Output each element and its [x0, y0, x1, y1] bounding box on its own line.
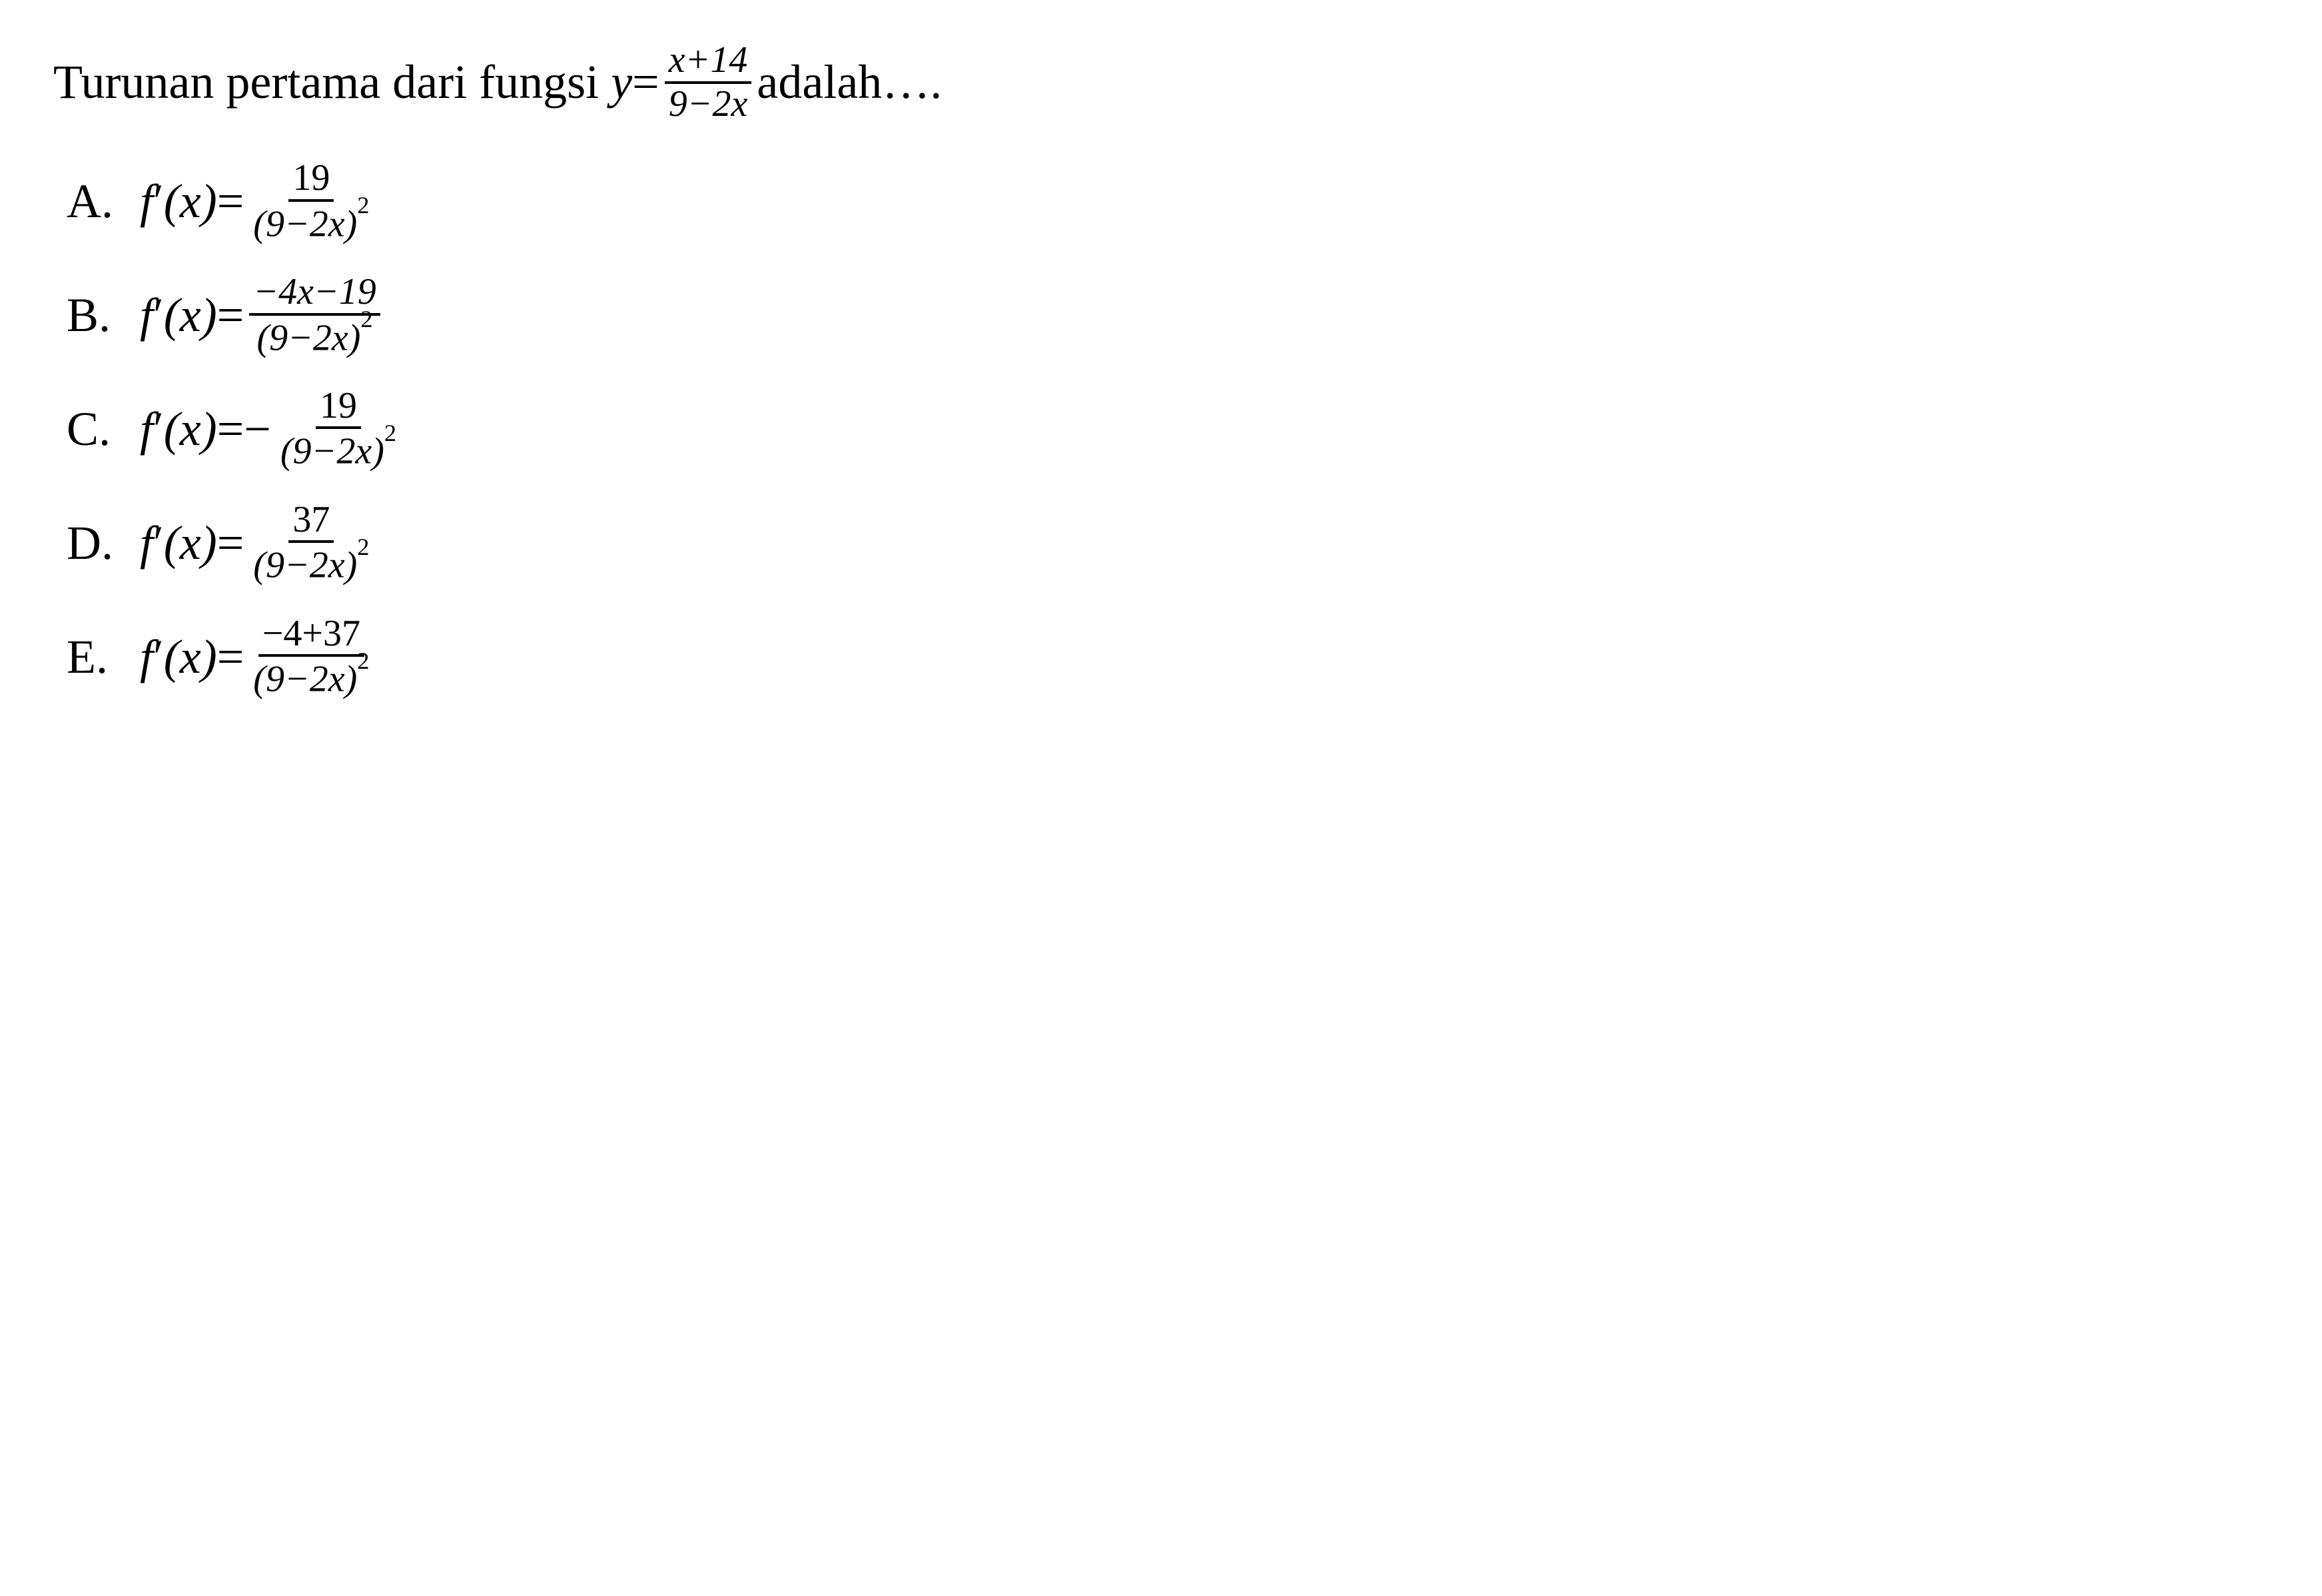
option-prime: ′ [153, 286, 164, 344]
option-arg: (x) [164, 400, 217, 458]
option-label: D. [67, 514, 120, 572]
option-func: f [140, 514, 153, 572]
option-b: B. f′(x) = −4x−19 (9−2x)2 [67, 272, 2269, 359]
question-prefix: Turunan pertama dari fungsi [53, 49, 599, 116]
option-fraction: −4+37 (9−2x)2 [249, 613, 373, 701]
option-equals: = [217, 286, 244, 344]
option-equals: = [217, 400, 244, 458]
option-a: A. f′(x) = 19 (9−2x)2 [67, 158, 2269, 245]
option-c: C. f′(x) = − 19 (9−2x)2 [67, 386, 2269, 473]
option-expression: f′(x) = 37 (9−2x)2 [140, 500, 378, 587]
option-numerator: 37 [288, 500, 334, 544]
option-denominator: (9−2x)2 [276, 429, 400, 472]
option-fraction: 37 (9−2x)2 [249, 500, 373, 587]
question-denominator: 9−2x [665, 84, 752, 125]
option-equals: = [217, 628, 244, 685]
option-expression: f′(x) = 19 (9−2x)2 [140, 158, 378, 245]
option-arg: (x) [164, 173, 217, 230]
question-fraction: x+14 9−2x [665, 40, 752, 125]
option-prime: ′ [153, 173, 164, 230]
option-denominator: (9−2x)2 [249, 657, 373, 700]
option-denominator: (9−2x)2 [249, 202, 373, 245]
option-equals: = [217, 173, 244, 230]
option-label: A. [67, 173, 120, 230]
question-suffix: adalah…. [757, 49, 942, 116]
option-d: D. f′(x) = 37 (9−2x)2 [67, 500, 2269, 587]
option-numerator: 19 [288, 158, 334, 202]
option-expression: f′(x) = −4x−19 (9−2x)2 [140, 272, 386, 359]
option-func: f [140, 173, 153, 230]
option-arg: (x) [164, 628, 217, 685]
option-func: f [140, 628, 153, 685]
option-label: C. [67, 400, 120, 458]
option-prime: ′ [153, 514, 164, 572]
option-equals: = [217, 514, 244, 572]
option-denominator: (9−2x)2 [252, 316, 376, 359]
question-variable: y [611, 49, 632, 116]
option-neg: − [244, 400, 271, 458]
option-denominator: (9−2x)2 [249, 543, 373, 586]
question-numerator: x+14 [665, 40, 752, 84]
option-label: B. [67, 286, 120, 344]
option-fraction: 19 (9−2x)2 [276, 386, 400, 473]
option-numerator: −4+37 [258, 613, 364, 657]
option-func: f [140, 286, 153, 344]
option-numerator: 19 [316, 386, 361, 430]
option-arg: (x) [164, 514, 217, 572]
question-text: Turunan pertama dari fungsi y = x+14 9−2… [53, 40, 2269, 125]
options-container: A. f′(x) = 19 (9−2x)2 B. f′(x) = −4x−19 … [67, 158, 2269, 700]
question-equals: = [632, 49, 659, 116]
option-expression: f′(x) = − 19 (9−2x)2 [140, 386, 406, 473]
option-label: E. [67, 628, 120, 685]
option-fraction: 19 (9−2x)2 [249, 158, 373, 245]
option-arg: (x) [164, 286, 217, 344]
option-fraction: −4x−19 (9−2x)2 [249, 272, 380, 359]
option-e: E. f′(x) = −4+37 (9−2x)2 [67, 613, 2269, 701]
option-prime: ′ [153, 400, 164, 458]
option-func: f [140, 400, 153, 458]
option-prime: ′ [153, 628, 164, 685]
option-expression: f′(x) = −4+37 (9−2x)2 [140, 613, 378, 701]
